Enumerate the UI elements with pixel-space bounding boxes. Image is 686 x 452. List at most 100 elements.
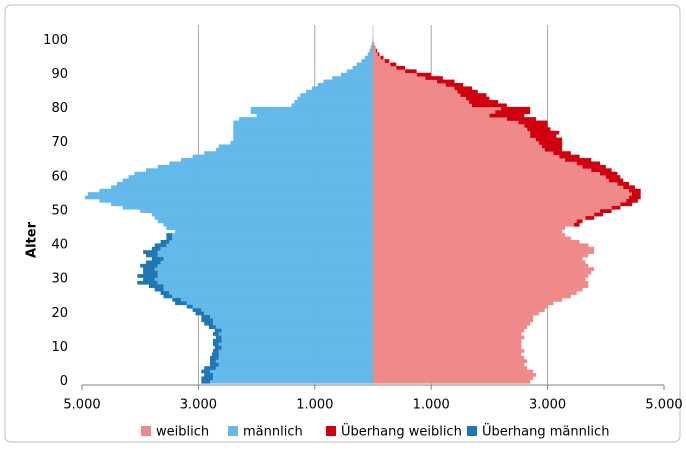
bar (373, 216, 585, 220)
bar (373, 220, 577, 224)
bar (373, 359, 527, 363)
bar (373, 138, 536, 142)
bar (318, 83, 373, 87)
bar (172, 233, 373, 237)
y-tick-label: 60 (51, 169, 68, 184)
bar (373, 192, 632, 196)
bar (99, 189, 373, 193)
bar (204, 322, 213, 326)
bar (373, 349, 524, 353)
bar (213, 342, 219, 346)
bar (620, 202, 632, 206)
bar (152, 213, 373, 217)
bar (373, 264, 588, 268)
bar (378, 52, 380, 56)
bar (215, 346, 222, 350)
bar (201, 370, 210, 374)
bar (417, 73, 432, 77)
bar (437, 80, 454, 84)
bar (163, 257, 373, 261)
bar (373, 63, 390, 67)
bar (373, 121, 519, 125)
bar (594, 213, 603, 217)
bar (239, 117, 373, 121)
bar (390, 63, 396, 67)
bar (85, 196, 373, 200)
bar (373, 199, 626, 203)
bar (565, 158, 591, 162)
legend-label: Überhang weiblich (341, 423, 462, 440)
bar (373, 69, 405, 73)
bar (524, 124, 547, 128)
bar (219, 342, 373, 346)
bar (553, 151, 570, 155)
bar (152, 257, 164, 261)
bar (204, 151, 373, 155)
bar (626, 199, 638, 203)
bar (373, 56, 381, 60)
bar (219, 356, 373, 360)
bar (210, 315, 373, 319)
bar (172, 237, 373, 241)
y-tick-label: 70 (51, 135, 68, 150)
bar (294, 100, 373, 104)
legend-label: weiblich (156, 425, 209, 440)
bar (201, 315, 210, 319)
bar (99, 199, 373, 203)
bar (373, 288, 583, 292)
y-axis-label: Alter (25, 221, 40, 258)
bar (215, 329, 222, 333)
bar (341, 73, 373, 77)
bar (577, 161, 600, 165)
bar (187, 305, 193, 309)
bar (140, 264, 157, 268)
bar (373, 356, 524, 360)
bar (373, 93, 460, 97)
bar (373, 237, 571, 241)
legend-label: männlich (243, 425, 303, 440)
bar (306, 90, 373, 94)
bar (373, 332, 521, 336)
x-tick-label: 1.000 (296, 398, 333, 413)
bar (371, 45, 373, 49)
bar (373, 100, 469, 104)
bar (373, 322, 530, 326)
bar (201, 308, 373, 312)
bar (219, 144, 373, 148)
bar (373, 250, 594, 254)
bar (495, 110, 530, 114)
bar (163, 288, 373, 292)
bar (629, 189, 641, 193)
bar (373, 182, 617, 186)
bar (143, 250, 158, 254)
bar (373, 226, 565, 230)
bar (213, 373, 373, 377)
bar (169, 240, 373, 244)
bar (530, 131, 559, 135)
bar (117, 182, 373, 186)
bar (204, 312, 373, 316)
bar (158, 220, 373, 224)
bar (204, 373, 213, 377)
bar (373, 305, 548, 309)
bar (213, 322, 373, 326)
bar (591, 168, 611, 172)
bar (181, 158, 373, 162)
bar (161, 240, 170, 244)
bar (143, 271, 158, 275)
bar (181, 298, 373, 302)
y-tick-label: 80 (51, 101, 68, 116)
bar (373, 260, 585, 264)
bar (373, 185, 623, 189)
bar (373, 274, 588, 278)
bar (175, 301, 187, 305)
bar (233, 124, 373, 128)
bar (623, 185, 635, 189)
bar (373, 267, 594, 271)
bar (251, 110, 373, 114)
bar (365, 56, 373, 60)
bar (373, 155, 559, 159)
bar (123, 179, 373, 183)
legend-label: Überhang männlich (482, 423, 609, 440)
